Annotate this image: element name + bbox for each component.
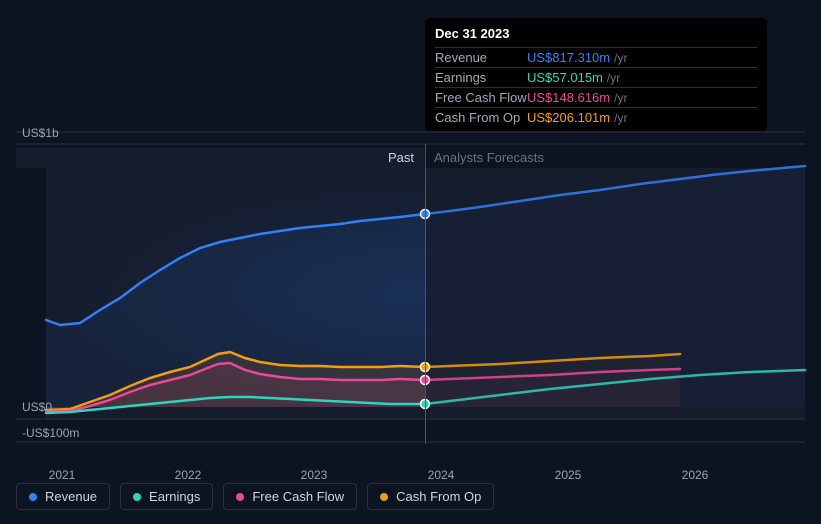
legend-item[interactable]: Free Cash Flow — [223, 483, 357, 510]
tooltip-row: Free Cash FlowUS$148.616m/yr — [435, 87, 757, 107]
legend-item[interactable]: Earnings — [120, 483, 213, 510]
section-forecast-label: Analysts Forecasts — [426, 148, 805, 168]
tooltip-row-value: US$148.616m — [527, 90, 610, 105]
tooltip-row-unit: /yr — [614, 91, 627, 105]
tooltip-row-value: US$57.015m — [527, 70, 603, 85]
x-axis-label: 2022 — [175, 468, 202, 482]
tooltip-row: Cash From OpUS$206.101m/yr — [435, 107, 757, 127]
x-axis-label: 2023 — [301, 468, 328, 482]
legend-label: Free Cash Flow — [252, 489, 344, 504]
x-axis-label: 2025 — [555, 468, 582, 482]
tooltip-row-label: Revenue — [435, 50, 527, 65]
legend-dot-icon — [236, 493, 244, 501]
legend-dot-icon — [380, 493, 388, 501]
tooltip-row: RevenueUS$817.310m/yr — [435, 47, 757, 67]
x-axis-label: 2024 — [428, 468, 455, 482]
tooltip-row-unit: /yr — [614, 51, 627, 65]
chart-tooltip: Dec 31 2023 RevenueUS$817.310m/yrEarning… — [425, 18, 767, 131]
y-axis-label: US$0 — [22, 400, 52, 414]
hover-indicator-line — [425, 144, 426, 444]
x-axis-label: 2026 — [682, 468, 709, 482]
chart-legend: Revenue Earnings Free Cash Flow Cash From O… — [16, 483, 494, 510]
tooltip-row-label: Cash From Op — [435, 110, 527, 125]
tooltip-row-label: Earnings — [435, 70, 527, 85]
x-axis-label: 2021 — [49, 468, 76, 482]
legend-label: Cash From Op — [396, 489, 481, 504]
legend-label: Earnings — [149, 489, 200, 504]
legend-label: Revenue — [45, 489, 97, 504]
tooltip-row-unit: /yr — [607, 71, 620, 85]
financial-chart: Past Analysts Forecasts US$1b US$0 -US$100… — [0, 0, 821, 524]
tooltip-row-unit: /yr — [614, 111, 627, 125]
y-axis-label: -US$100m — [22, 426, 79, 440]
legend-dot-icon — [29, 493, 37, 501]
tooltip-row-label: Free Cash Flow — [435, 90, 527, 105]
legend-item[interactable]: Revenue — [16, 483, 110, 510]
y-axis-label: US$1b — [22, 126, 59, 140]
legend-item[interactable]: Cash From Op — [367, 483, 494, 510]
tooltip-row-value: US$206.101m — [527, 110, 610, 125]
tooltip-row-value: US$817.310m — [527, 50, 610, 65]
tooltip-date: Dec 31 2023 — [435, 26, 757, 47]
section-past-label: Past — [16, 148, 426, 168]
tooltip-row: EarningsUS$57.015m/yr — [435, 67, 757, 87]
section-labels: Past Analysts Forecasts — [16, 148, 805, 168]
legend-dot-icon — [133, 493, 141, 501]
